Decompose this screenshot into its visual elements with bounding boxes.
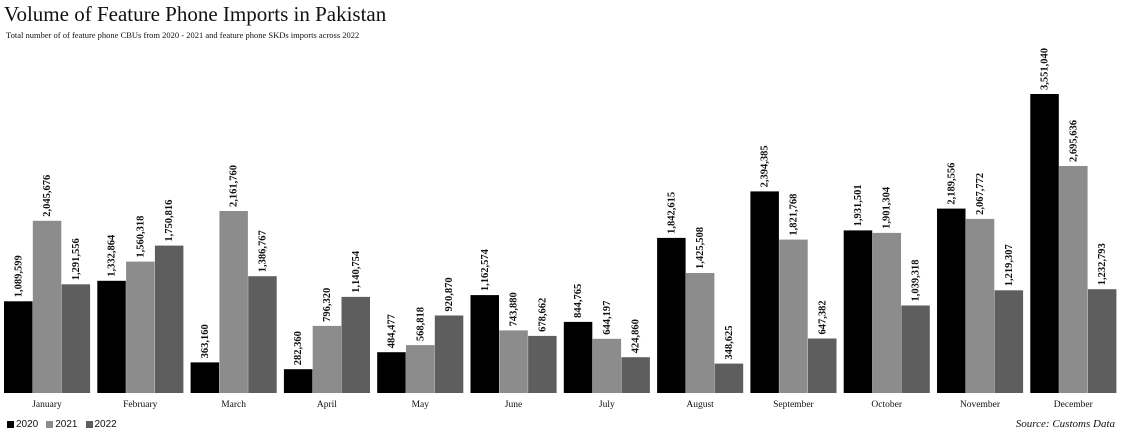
data-label-january-2021: 2,045,676 bbox=[42, 175, 53, 217]
bar-november-2021 bbox=[965, 218, 995, 393]
data-label-february-2020: 1,332,864 bbox=[107, 234, 118, 277]
bar-january-2022 bbox=[61, 284, 91, 393]
chart-title: Volume of Feature Phone Imports in Pakis… bbox=[4, 2, 387, 26]
bar-march-2022 bbox=[248, 276, 277, 393]
bar-january-2020 bbox=[4, 301, 33, 393]
data-label-may-2022: 920,870 bbox=[444, 277, 455, 311]
x-tick-label-october: October bbox=[871, 400, 902, 410]
data-label-april-2021: 796,320 bbox=[322, 288, 333, 322]
x-tick-label-january: January bbox=[32, 400, 62, 410]
data-label-september-2020: 2,394,385 bbox=[760, 145, 771, 187]
legend-item-2021: 2021 bbox=[46, 419, 78, 430]
bar-january-2021 bbox=[32, 220, 62, 393]
legend-label: 2022 bbox=[94, 419, 117, 430]
x-tick-label-november: November bbox=[960, 400, 1001, 410]
data-label-june-2021: 743,880 bbox=[509, 292, 520, 326]
legend-label: 2020 bbox=[16, 419, 39, 430]
legend-item-2020: 2020 bbox=[7, 419, 38, 430]
data-label-august-2020: 1,842,615 bbox=[666, 192, 677, 234]
data-label-september-2022: 647,382 bbox=[817, 300, 828, 334]
data-label-may-2021: 568,818 bbox=[415, 307, 426, 341]
chart-subtitle: Total number of of feature phone CBUs fr… bbox=[6, 30, 360, 40]
x-tick-label-april: April bbox=[317, 400, 337, 410]
data-label-june-2022: 678,662 bbox=[537, 298, 548, 332]
data-label-january-2022: 1,291,556 bbox=[71, 238, 82, 280]
bar-may-2021 bbox=[406, 345, 435, 393]
bar-august-2021 bbox=[685, 273, 715, 393]
bar-may-2020 bbox=[377, 352, 406, 393]
data-label-december-2021: 2,695,636 bbox=[1068, 120, 1079, 162]
legend-label: 2021 bbox=[55, 419, 78, 430]
data-label-february-2021: 1,560,318 bbox=[135, 216, 146, 258]
x-tick-label-august: August bbox=[686, 400, 714, 410]
bar-april-2021 bbox=[312, 325, 342, 393]
data-label-july-2021: 644,197 bbox=[602, 301, 613, 335]
data-label-june-2020: 1,162,574 bbox=[480, 248, 491, 291]
bar-october-2022 bbox=[901, 305, 930, 393]
x-tick-label-february: February bbox=[123, 400, 158, 410]
data-label-october-2022: 1,039,318 bbox=[911, 260, 922, 302]
data-label-march-2021: 2,161,760 bbox=[229, 165, 240, 207]
bar-march-2021 bbox=[219, 211, 248, 393]
bar-june-2020 bbox=[470, 295, 499, 393]
legend-swatch bbox=[7, 421, 14, 428]
x-tick-label-march: March bbox=[221, 400, 246, 410]
data-label-november-2022: 1,219,307 bbox=[1004, 244, 1015, 286]
data-label-november-2020: 2,189,556 bbox=[946, 163, 957, 205]
bar-may-2022 bbox=[434, 315, 464, 393]
data-label-october-2021: 1,901,304 bbox=[882, 186, 893, 229]
data-label-march-2020: 363,160 bbox=[200, 324, 211, 358]
bar-june-2022 bbox=[528, 335, 557, 393]
x-tick-label-june: June bbox=[505, 400, 522, 410]
data-label-december-2020: 3,551,040 bbox=[1040, 48, 1051, 90]
legend: 2020 2021 2022 bbox=[7, 419, 117, 430]
bar-october-2021 bbox=[872, 232, 901, 393]
bar-june-2021 bbox=[499, 330, 528, 393]
bar-august-2022 bbox=[714, 363, 744, 393]
data-label-september-2021: 1,821,768 bbox=[788, 194, 799, 236]
data-label-october-2020: 1,931,501 bbox=[853, 184, 864, 226]
data-label-february-2022: 1,750,816 bbox=[164, 200, 175, 242]
source-note: Source: Customs Data bbox=[1015, 418, 1115, 430]
bar-april-2022 bbox=[341, 296, 370, 393]
x-tick-label-may: May bbox=[412, 400, 430, 410]
bar-february-2021 bbox=[126, 261, 155, 393]
data-label-november-2021: 2,067,772 bbox=[975, 173, 986, 215]
bar-march-2020 bbox=[190, 362, 220, 393]
bar-november-2020 bbox=[937, 208, 966, 393]
bar-december-2021 bbox=[1059, 166, 1088, 393]
x-tick-label-december: December bbox=[1054, 400, 1094, 410]
legend-item-2022: 2022 bbox=[85, 419, 117, 430]
bar-september-2020 bbox=[750, 191, 779, 393]
bar-september-2022 bbox=[808, 338, 837, 393]
bar-february-2020 bbox=[97, 280, 126, 393]
bar-july-2021 bbox=[592, 338, 622, 393]
x-tick-label-september: September bbox=[773, 400, 814, 410]
data-label-august-2021: 1,425,508 bbox=[695, 227, 706, 269]
data-label-january-2020: 1,089,599 bbox=[13, 255, 24, 297]
bar-august-2020 bbox=[657, 237, 686, 393]
data-label-july-2020: 844,765 bbox=[573, 284, 584, 318]
data-label-august-2022: 348,625 bbox=[724, 325, 735, 359]
bar-december-2020 bbox=[1030, 94, 1059, 393]
x-tick-label-july: July bbox=[599, 400, 615, 410]
data-label-may-2020: 484,477 bbox=[386, 314, 397, 348]
bar-october-2020 bbox=[843, 230, 873, 393]
data-label-july-2022: 424,860 bbox=[631, 319, 642, 353]
legend-swatch bbox=[85, 421, 93, 428]
bar-september-2021 bbox=[779, 239, 808, 393]
bar-july-2020 bbox=[563, 321, 593, 393]
data-label-april-2020: 282,360 bbox=[293, 331, 304, 365]
legend-swatch bbox=[46, 421, 54, 428]
data-label-december-2022: 1,232,793 bbox=[1097, 243, 1108, 285]
bar-february-2022 bbox=[154, 245, 184, 393]
data-label-march-2022: 1,386,767 bbox=[257, 230, 268, 272]
bar-july-2022 bbox=[621, 357, 650, 393]
bar-april-2020 bbox=[283, 369, 313, 393]
bar-november-2022 bbox=[994, 290, 1024, 393]
bar-december-2022 bbox=[1087, 289, 1117, 393]
data-label-april-2022: 1,140,754 bbox=[351, 250, 362, 293]
